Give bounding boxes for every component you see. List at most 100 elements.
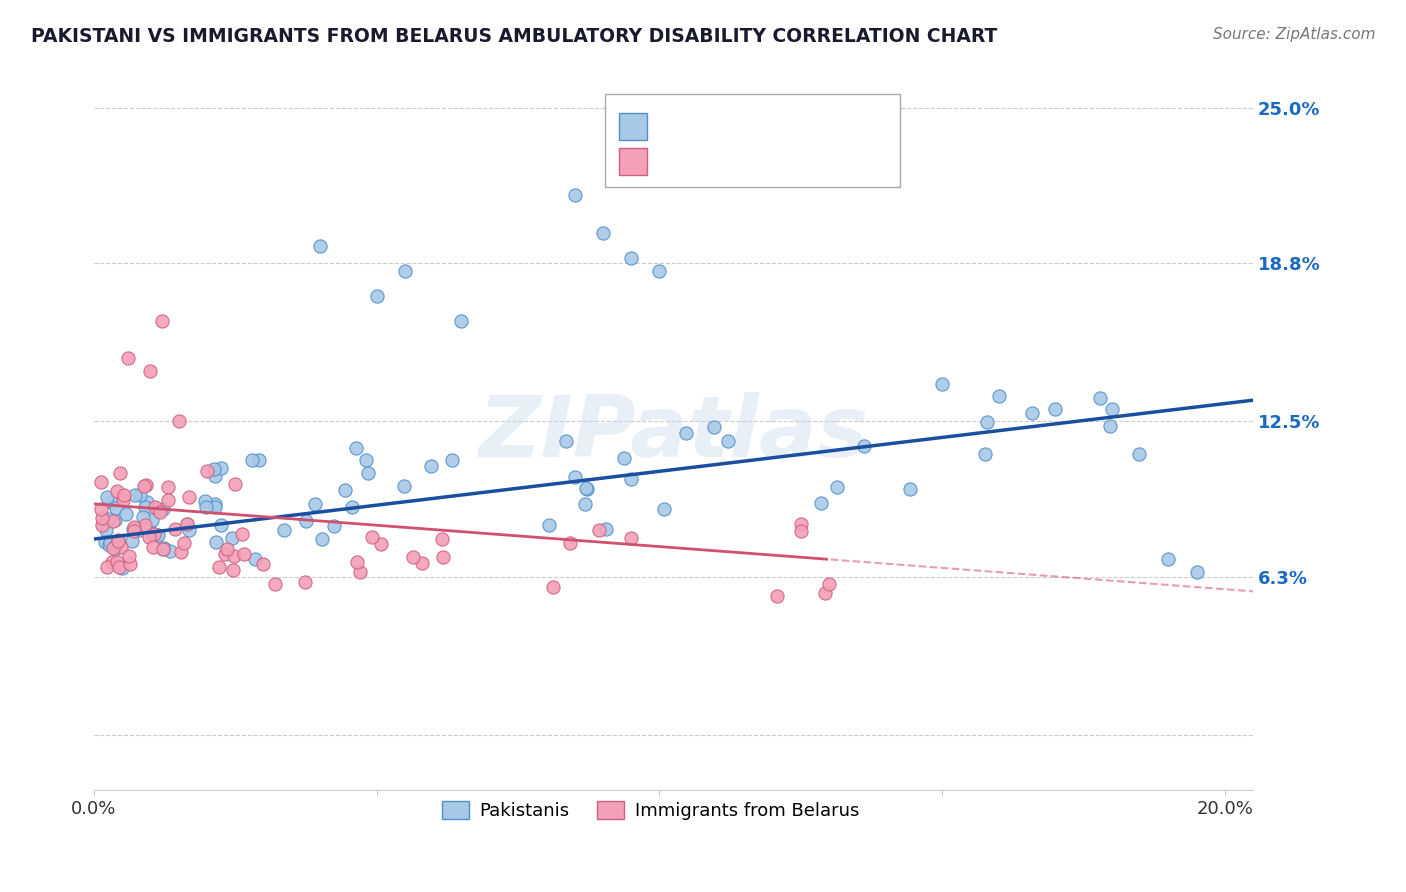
Point	[419, 458, 441, 473]
Point	[96, 490, 118, 504]
Point	[107, 534, 129, 549]
Point	[233, 547, 256, 561]
Point	[159, 544, 181, 558]
Text: PAKISTANI VS IMMIGRANTS FROM BELARUS AMBULATORY DISABILITY CORRELATION CHART: PAKISTANI VS IMMIGRANTS FROM BELARUS AMB…	[31, 27, 997, 45]
Point	[145, 528, 167, 542]
Point	[93, 535, 115, 549]
Point	[354, 452, 377, 467]
Point	[150, 314, 173, 328]
Point	[349, 565, 371, 579]
Point	[90, 501, 112, 516]
Point	[117, 351, 139, 366]
Point	[122, 524, 145, 538]
Point	[440, 452, 463, 467]
Point	[231, 527, 253, 541]
Point	[122, 520, 145, 534]
Point	[558, 536, 581, 550]
Point	[703, 419, 725, 434]
Point	[224, 476, 246, 491]
Point	[818, 577, 841, 591]
Text: Source: ZipAtlas.com: Source: ZipAtlas.com	[1212, 27, 1375, 42]
Point	[221, 531, 243, 545]
Point	[311, 532, 333, 546]
Point	[335, 483, 357, 497]
Point	[898, 482, 921, 496]
Point	[361, 530, 384, 544]
Point	[152, 542, 174, 557]
Point	[344, 441, 367, 455]
Point	[931, 376, 953, 391]
Point	[105, 555, 128, 569]
Point	[221, 563, 243, 577]
Point	[157, 480, 180, 494]
Point	[1157, 552, 1180, 566]
Point	[121, 533, 143, 548]
Point	[1043, 401, 1066, 416]
Point	[194, 500, 217, 514]
Point	[217, 542, 239, 557]
Legend: Pakistanis, Immigrants from Belarus: Pakistanis, Immigrants from Belarus	[427, 786, 873, 834]
Point	[152, 502, 174, 516]
Point	[90, 518, 112, 533]
Text: 96: 96	[792, 118, 817, 136]
Point	[128, 523, 150, 537]
Point	[356, 467, 378, 481]
Point	[101, 514, 124, 528]
Text: 0.238: 0.238	[700, 118, 758, 136]
Point	[194, 494, 217, 508]
Point	[167, 414, 190, 428]
Point	[240, 453, 263, 467]
Point	[90, 475, 112, 489]
Point	[554, 434, 576, 448]
Point	[402, 549, 425, 564]
Point	[121, 522, 143, 536]
Point	[105, 538, 128, 552]
Point	[105, 483, 128, 498]
Point	[810, 496, 832, 510]
Point	[790, 516, 813, 531]
Point	[214, 547, 236, 561]
Point	[576, 482, 599, 496]
Point	[101, 541, 124, 555]
Point	[204, 497, 226, 511]
Point	[143, 500, 166, 514]
Point	[564, 470, 586, 484]
Point	[98, 538, 121, 552]
Point	[765, 589, 787, 603]
Point	[450, 314, 472, 328]
Point	[132, 479, 155, 493]
Point	[309, 238, 332, 252]
Point	[620, 472, 643, 486]
Text: R =: R =	[658, 153, 697, 170]
Point	[987, 389, 1010, 403]
Text: N =: N =	[752, 118, 792, 136]
Point	[1185, 565, 1208, 579]
Point	[294, 575, 316, 590]
Text: ZIPatlas: ZIPatlas	[478, 392, 869, 475]
Point	[173, 536, 195, 550]
Point	[195, 464, 218, 478]
Point	[430, 533, 453, 547]
Point	[152, 541, 174, 556]
Point	[204, 535, 226, 549]
Point	[104, 501, 127, 516]
Point	[153, 541, 176, 555]
Point	[134, 518, 156, 533]
Point	[976, 415, 998, 429]
Point	[648, 263, 671, 277]
Point	[111, 493, 134, 508]
Point	[620, 531, 643, 545]
Point	[112, 488, 135, 502]
Point	[825, 480, 848, 494]
Point	[323, 519, 346, 533]
Point	[91, 510, 114, 524]
Point	[177, 523, 200, 537]
Point	[974, 447, 997, 461]
Point	[613, 451, 636, 466]
Point	[595, 522, 617, 536]
Text: 70: 70	[792, 153, 817, 170]
Point	[163, 522, 186, 536]
Point	[564, 188, 586, 202]
Point	[135, 477, 157, 491]
Point	[110, 541, 132, 555]
